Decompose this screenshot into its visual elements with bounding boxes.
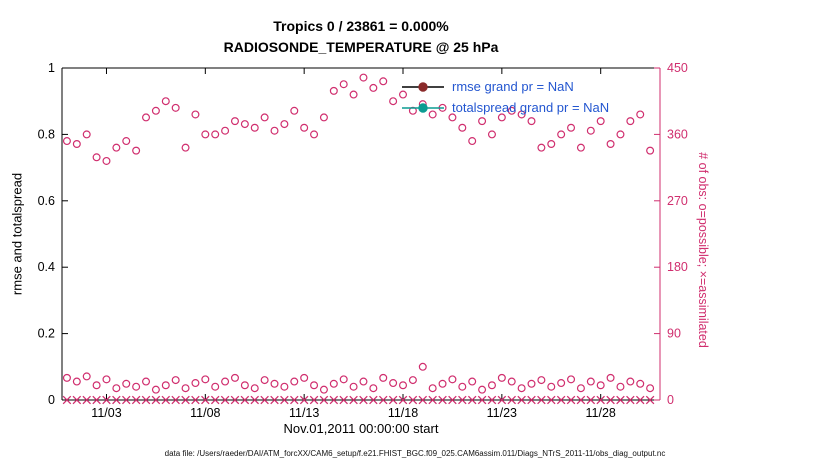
svg-text:11/28: 11/28 <box>586 406 616 420</box>
right-axis-label: # of obs: o=possible; ×=assimilated <box>696 152 710 348</box>
svg-text:11/08: 11/08 <box>190 406 220 420</box>
svg-text:0.4: 0.4 <box>38 260 55 274</box>
svg-text:450: 450 <box>667 61 688 75</box>
data-file-caption: data file: /Users/raeder/DAI/ATM_forcXX/… <box>164 449 666 458</box>
svg-text:1: 1 <box>48 61 55 75</box>
svg-text:0.2: 0.2 <box>38 327 55 341</box>
svg-text:0.8: 0.8 <box>38 127 55 141</box>
series-possible-obs-lower <box>62 362 655 394</box>
series-assimilated-obs <box>62 395 655 405</box>
legend-rmse-swatch <box>402 81 444 92</box>
svg-text:180: 180 <box>667 260 688 274</box>
svg-text:90: 90 <box>667 327 681 341</box>
legend-entry-totalspread: totalspread grand pr = NaN <box>400 97 609 118</box>
page-title: RADIOSONDE_TEMPERATURE @ 25 hPa <box>223 39 499 55</box>
legend-totalspread-marker-icon <box>418 102 428 113</box>
svg-text:270: 270 <box>667 194 688 208</box>
legend-rmse-label: rmse grand pr = NaN <box>452 79 574 94</box>
svg-text:11/23: 11/23 <box>487 406 517 420</box>
legend: rmse grand pr = NaN totalspread grand pr… <box>400 76 609 118</box>
svg-text:0: 0 <box>667 393 674 407</box>
x-axis-ticks: 11/03 11/08 11/13 11/18 11/23 11/28 <box>91 68 616 420</box>
legend-totalspread-label: totalspread grand pr = NaN <box>452 100 610 115</box>
y-axis-left-ticks: 0 0.2 0.4 0.6 0.8 1 <box>38 61 68 407</box>
legend-entry-rmse: rmse grand pr = NaN <box>400 76 609 97</box>
svg-text:360: 360 <box>667 127 688 141</box>
suptitle: Tropics 0 / 23861 = 0.000% <box>273 18 449 34</box>
y-axis-right-ticks: 0 90 180 270 360 450 <box>654 61 688 407</box>
x-axis-label: Nov.01,2011 00:00:00 start <box>283 421 439 436</box>
svg-text:0.6: 0.6 <box>38 194 55 208</box>
svg-text:11/18: 11/18 <box>388 406 418 420</box>
left-axis-label: rmse and totalspread <box>9 172 25 296</box>
svg-text:11/03: 11/03 <box>91 406 121 420</box>
legend-totalspread-swatch <box>402 102 444 113</box>
svg-text:0: 0 <box>48 393 55 407</box>
legend-rmse-marker-icon <box>418 81 428 92</box>
svg-text:11/13: 11/13 <box>289 406 319 420</box>
axis-box <box>61 67 661 401</box>
title-block: Tropics 0 / 23861 = 0.000% RADIOSONDE_TE… <box>62 16 660 58</box>
